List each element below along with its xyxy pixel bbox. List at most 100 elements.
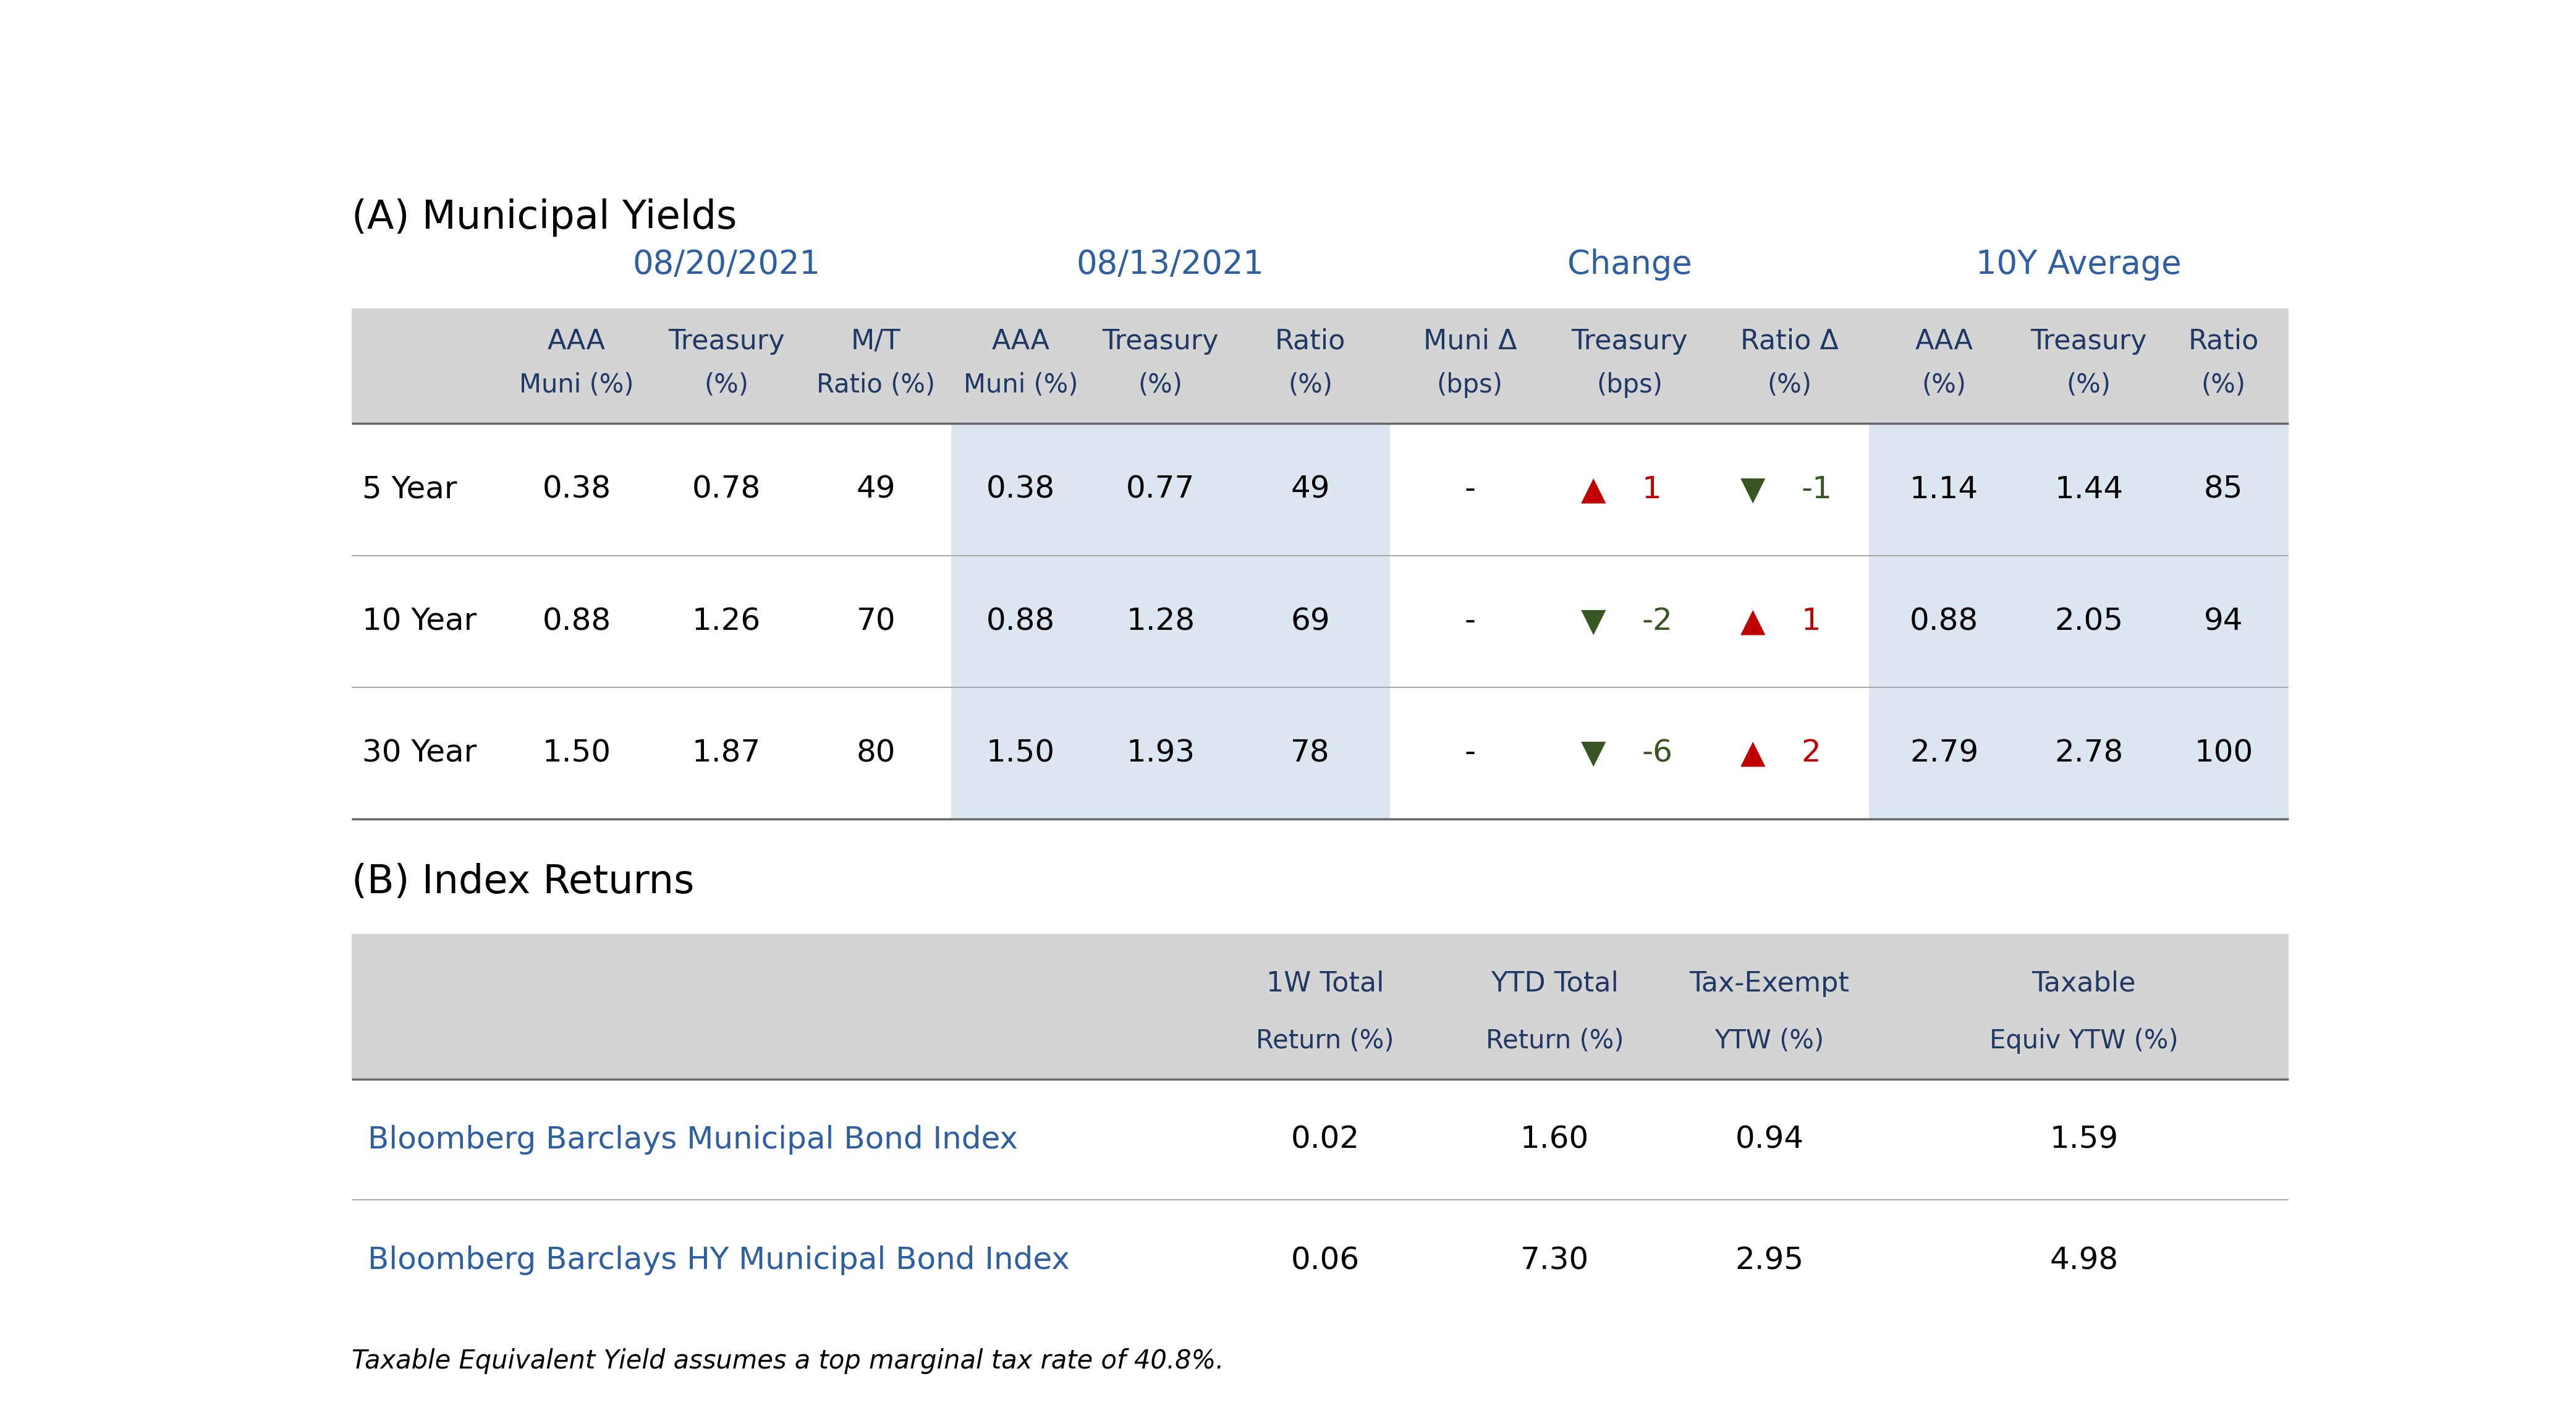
Text: Return (%): Return (%) <box>1257 1028 1394 1054</box>
Text: 1.59: 1.59 <box>2050 1125 2117 1155</box>
Text: 1: 1 <box>1641 475 1662 505</box>
Bar <box>353 934 2287 1079</box>
Bar <box>1870 424 2287 555</box>
Text: -6: -6 <box>1641 739 1672 769</box>
Bar <box>1870 687 2287 819</box>
Text: 30 Year: 30 Year <box>361 739 477 769</box>
Text: Taxable: Taxable <box>2032 970 2136 997</box>
Text: (%): (%) <box>1922 372 1965 398</box>
Text: (A) Municipal Yields: (A) Municipal Yields <box>353 198 737 237</box>
Text: ▼: ▼ <box>1582 737 1605 769</box>
Text: 94: 94 <box>2205 606 2244 636</box>
Text: YTW (%): YTW (%) <box>1716 1028 1824 1054</box>
Bar <box>353 687 2287 819</box>
Text: (bps): (bps) <box>1597 372 1662 398</box>
Text: 1.87: 1.87 <box>693 739 760 769</box>
Text: 69: 69 <box>1291 606 1329 636</box>
Text: Treasury: Treasury <box>2030 328 2148 355</box>
Text: Ratio: Ratio <box>2187 328 2259 355</box>
Text: 0.88: 0.88 <box>987 606 1056 636</box>
Text: 0.38: 0.38 <box>541 475 611 505</box>
Text: Treasury: Treasury <box>1571 328 1687 355</box>
Text: 78: 78 <box>1291 739 1329 769</box>
Text: Equiv YTW (%): Equiv YTW (%) <box>1989 1028 2179 1054</box>
Text: Tax-Exempt: Tax-Exempt <box>1690 970 1850 997</box>
Text: Bloomberg Barclays Municipal Bond Index: Bloomberg Barclays Municipal Bond Index <box>368 1125 1018 1155</box>
Text: 1.93: 1.93 <box>1126 739 1195 769</box>
Text: 2.95: 2.95 <box>1736 1245 1803 1275</box>
Text: 0.38: 0.38 <box>987 475 1056 505</box>
Text: 70: 70 <box>855 606 896 636</box>
Bar <box>353 555 2287 687</box>
Text: Change: Change <box>1566 248 1692 281</box>
Text: 0.78: 0.78 <box>693 475 760 505</box>
Text: -: - <box>1463 739 1476 769</box>
Bar <box>951 424 1391 555</box>
Text: 0.77: 0.77 <box>1126 475 1195 505</box>
Text: 0.88: 0.88 <box>541 606 611 636</box>
Text: 0.02: 0.02 <box>1291 1125 1360 1155</box>
Text: ▼: ▼ <box>1741 473 1765 506</box>
Text: (%): (%) <box>703 372 750 398</box>
Text: -: - <box>1463 606 1476 636</box>
Text: (%): (%) <box>1288 372 1332 398</box>
Bar <box>951 687 1391 819</box>
Text: Muni (%): Muni (%) <box>963 372 1079 398</box>
Text: -1: -1 <box>1801 475 1832 505</box>
Text: 80: 80 <box>855 739 896 769</box>
Text: (B) Index Returns: (B) Index Returns <box>353 863 696 901</box>
Text: 0.88: 0.88 <box>1909 606 1978 636</box>
Text: ▲: ▲ <box>1741 737 1765 769</box>
Text: Return (%): Return (%) <box>1486 1028 1623 1054</box>
Text: 08/13/2021: 08/13/2021 <box>1077 248 1265 281</box>
Text: 0.94: 0.94 <box>1736 1125 1803 1155</box>
Text: M/T: M/T <box>850 328 902 355</box>
Bar <box>353 1079 2287 1199</box>
Text: ▲: ▲ <box>1741 605 1765 637</box>
Text: (%): (%) <box>1139 372 1182 398</box>
Bar <box>1870 555 2287 687</box>
Text: Bloomberg Barclays HY Municipal Bond Index: Bloomberg Barclays HY Municipal Bond Ind… <box>368 1245 1069 1275</box>
Text: (bps): (bps) <box>1437 372 1502 398</box>
Text: AAA: AAA <box>1914 328 1973 355</box>
Bar <box>951 555 1391 687</box>
Text: 2: 2 <box>1801 739 1821 769</box>
Text: Ratio Δ: Ratio Δ <box>1741 328 1839 355</box>
Bar <box>353 308 2287 424</box>
Text: 1: 1 <box>1801 606 1821 636</box>
Text: (%): (%) <box>2202 372 2246 398</box>
Text: 85: 85 <box>2205 475 2244 505</box>
Text: 7.30: 7.30 <box>1520 1245 1589 1275</box>
Text: 5 Year: 5 Year <box>361 475 456 505</box>
Text: 10Y Average: 10Y Average <box>1976 248 2182 281</box>
Text: 1.14: 1.14 <box>1909 475 1978 505</box>
Text: 0.06: 0.06 <box>1291 1245 1360 1275</box>
Text: 1.26: 1.26 <box>693 606 760 636</box>
Text: 2.05: 2.05 <box>2056 606 2123 636</box>
Text: Treasury: Treasury <box>667 328 786 355</box>
Text: Muni Δ: Muni Δ <box>1422 328 1517 355</box>
Text: ▲: ▲ <box>1582 473 1605 506</box>
Text: 08/20/2021: 08/20/2021 <box>631 248 819 281</box>
Text: 4.98: 4.98 <box>2050 1245 2117 1275</box>
Text: 1.50: 1.50 <box>541 739 611 769</box>
Text: 1.60: 1.60 <box>1520 1125 1589 1155</box>
Text: Muni (%): Muni (%) <box>520 372 634 398</box>
Text: Ratio: Ratio <box>1275 328 1345 355</box>
Text: 2.78: 2.78 <box>2056 739 2123 769</box>
Text: AAA: AAA <box>549 328 605 355</box>
Text: 1.44: 1.44 <box>2056 475 2123 505</box>
Text: Ratio (%): Ratio (%) <box>817 372 935 398</box>
Text: (%): (%) <box>1767 372 1811 398</box>
Text: 49: 49 <box>855 475 896 505</box>
Bar <box>353 424 2287 555</box>
Text: 49: 49 <box>1291 475 1329 505</box>
Text: 10 Year: 10 Year <box>361 606 477 636</box>
Text: -2: -2 <box>1641 606 1672 636</box>
Text: YTD Total: YTD Total <box>1492 970 1618 997</box>
Text: ▼: ▼ <box>1582 605 1605 637</box>
Text: -: - <box>1463 475 1476 505</box>
Text: 1.28: 1.28 <box>1126 606 1195 636</box>
Text: 100: 100 <box>2195 739 2254 769</box>
Text: 2.79: 2.79 <box>1909 739 1978 769</box>
